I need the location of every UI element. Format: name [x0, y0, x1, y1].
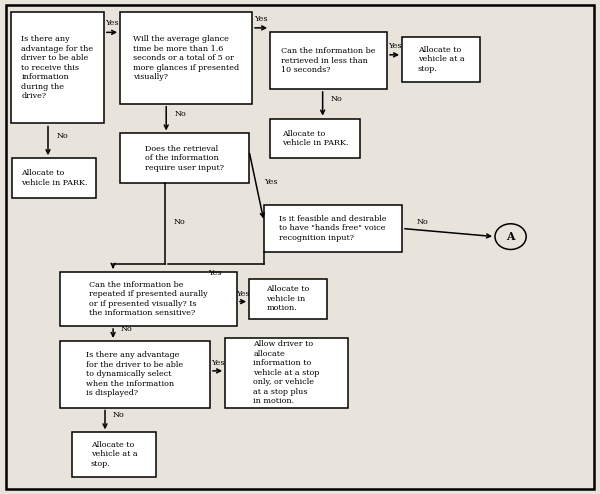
Text: Does the retrieval
of the information
require user input?: Does the retrieval of the information re… — [145, 145, 224, 171]
Text: No: No — [121, 325, 133, 332]
FancyBboxPatch shape — [72, 432, 156, 477]
Text: Is there any advantage
for the driver to be able
to dynamically select
when the : Is there any advantage for the driver to… — [86, 351, 184, 397]
Text: Is there any
advantage for the
driver to be able
to receive this
information
dur: Is there any advantage for the driver to… — [21, 36, 94, 100]
Text: Yes: Yes — [388, 42, 401, 50]
FancyBboxPatch shape — [264, 205, 402, 252]
FancyBboxPatch shape — [225, 338, 348, 408]
FancyBboxPatch shape — [270, 119, 360, 158]
Text: Allow driver to
allocate
information to
vehicle at a stop
only, or vehicle
at a : Allow driver to allocate information to … — [253, 340, 320, 406]
FancyBboxPatch shape — [120, 133, 249, 183]
Text: Yes: Yes — [264, 178, 278, 186]
FancyBboxPatch shape — [12, 158, 96, 198]
Text: No: No — [417, 218, 429, 226]
Text: Is it feasible and desirable
to have "hands free" voice
recognition input?: Is it feasible and desirable to have "ha… — [279, 215, 387, 242]
FancyBboxPatch shape — [11, 12, 104, 124]
FancyBboxPatch shape — [60, 272, 237, 326]
Text: Can the information be
repeated if presented aurally
or if presented visually? I: Can the information be repeated if prese… — [89, 281, 208, 317]
Text: Yes: Yes — [254, 15, 268, 23]
Text: Allocate to
vehicle in PARK.: Allocate to vehicle in PARK. — [282, 129, 348, 147]
Text: A: A — [506, 231, 515, 242]
Text: Allocate to
vehicle in
motion.: Allocate to vehicle in motion. — [266, 286, 310, 312]
FancyBboxPatch shape — [249, 279, 327, 319]
Text: Yes: Yes — [211, 360, 224, 368]
FancyBboxPatch shape — [120, 12, 252, 104]
Text: Allocate to
vehicle at a
stop.: Allocate to vehicle at a stop. — [418, 46, 464, 73]
Text: No: No — [113, 411, 125, 419]
FancyBboxPatch shape — [402, 37, 480, 82]
Text: Will the average glance
time be more than 1.6
seconds or a total of 5 or
more gl: Will the average glance time be more tha… — [133, 35, 239, 81]
Circle shape — [495, 224, 526, 249]
FancyBboxPatch shape — [60, 341, 210, 408]
Text: Yes: Yes — [105, 19, 119, 28]
Text: No: No — [173, 218, 185, 226]
Text: Can the information be
retrieved in less than
10 seconds?: Can the information be retrieved in less… — [281, 47, 376, 74]
Text: Allocate to
vehicle at a
stop.: Allocate to vehicle at a stop. — [91, 441, 137, 468]
Text: No: No — [57, 132, 69, 140]
Text: Yes: Yes — [236, 290, 250, 298]
Text: Allocate to
vehicle in PARK.: Allocate to vehicle in PARK. — [21, 169, 87, 187]
FancyBboxPatch shape — [270, 32, 387, 89]
Text: No: No — [331, 95, 342, 103]
Text: No: No — [175, 110, 187, 118]
Text: Yes: Yes — [208, 269, 221, 277]
FancyBboxPatch shape — [6, 5, 594, 489]
